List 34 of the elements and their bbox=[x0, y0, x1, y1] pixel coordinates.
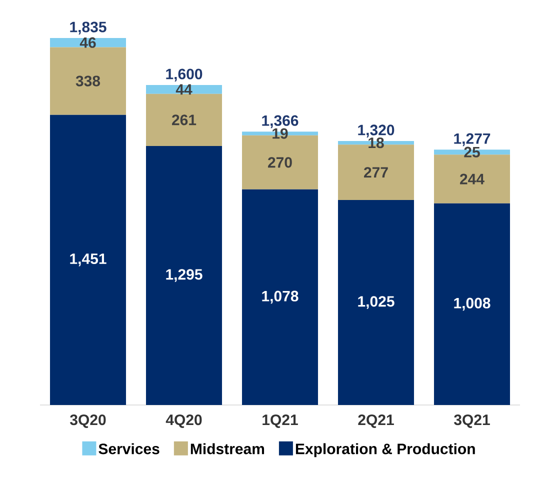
x-tick-label: 1Q21 bbox=[262, 414, 298, 428]
data-label: 277 bbox=[364, 167, 388, 178]
data-label: 1,008 bbox=[454, 298, 490, 311]
legend-label: Services bbox=[98, 443, 160, 454]
bar bbox=[242, 189, 318, 405]
data-label: 244 bbox=[460, 174, 484, 184]
bar bbox=[146, 146, 222, 405]
total-label: 1,320 bbox=[358, 124, 394, 138]
bar bbox=[50, 47, 126, 115]
bar bbox=[146, 94, 222, 146]
x-tick-label: 4Q20 bbox=[166, 414, 202, 428]
total-label: 1,835 bbox=[70, 22, 106, 34]
bar bbox=[50, 114, 126, 405]
data-label: 1,451 bbox=[70, 254, 106, 266]
data-label: 338 bbox=[76, 76, 100, 86]
total-label: 1,366 bbox=[262, 115, 298, 128]
bar bbox=[434, 203, 510, 405]
legend-label: Exploration & Production bbox=[296, 443, 475, 458]
legend-label: Midstream bbox=[190, 443, 264, 454]
data-label: 46 bbox=[80, 37, 96, 48]
x-tick-label: 3Q20 bbox=[70, 414, 106, 428]
data-label: 1,025 bbox=[358, 296, 394, 309]
bar bbox=[338, 200, 414, 405]
total-label: 1,600 bbox=[166, 68, 202, 82]
data-label: 25 bbox=[464, 146, 480, 158]
data-label: 1,078 bbox=[262, 290, 298, 304]
x-tick-label: 3Q21 bbox=[454, 414, 490, 428]
data-label: 270 bbox=[268, 157, 292, 168]
data-label: 44 bbox=[176, 84, 192, 95]
bar bbox=[146, 85, 222, 94]
total-label: 1,277 bbox=[454, 133, 490, 146]
data-label: 261 bbox=[172, 114, 196, 126]
x-tick-label: 2Q21 bbox=[358, 414, 394, 428]
data-label: 1,295 bbox=[166, 269, 202, 282]
